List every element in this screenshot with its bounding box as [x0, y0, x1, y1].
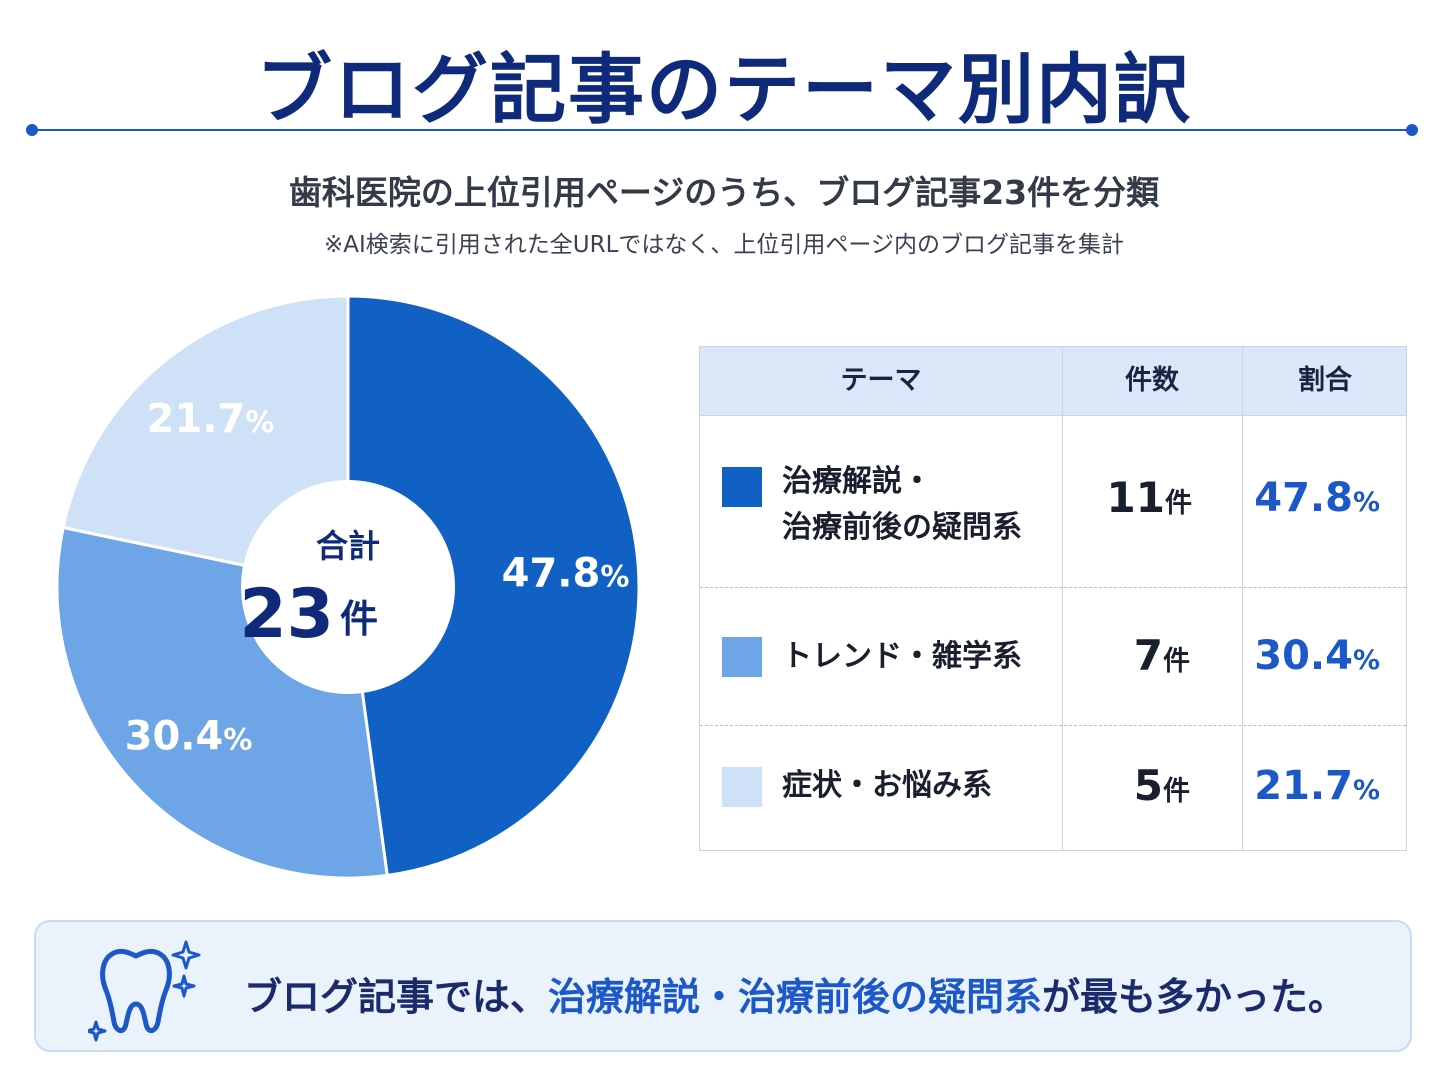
row-divider [700, 587, 1406, 588]
page-title: ブログ記事のテーマ別内訳 [256, 45, 1192, 134]
row-divider [700, 725, 1406, 726]
summary-highlight: 治療解説・治療前後の疑問系 [548, 975, 1043, 1019]
center-total-label: 合計 [316, 527, 380, 565]
row-theme-line: 症状・お悩み系 [782, 768, 992, 803]
table-header-row: テーマ 件数 割合 [700, 347, 1406, 416]
row-count-unit: 件 [1165, 488, 1192, 519]
legend-swatch [722, 467, 762, 507]
column-divider [1062, 347, 1063, 850]
legend-swatch [722, 767, 762, 807]
table-row: 治療解説・ 治療前後の疑問系 11件 47.8% [700, 415, 1406, 587]
title-divider [32, 129, 1412, 131]
subtitle: 歯科医院の上位引用ページのうち、ブログ記事23件を分類 [288, 173, 1160, 212]
summary-pre: ブログ記事では、 [244, 975, 549, 1019]
row-theme: 治療解説・ 治療前後の疑問系 [782, 459, 1022, 551]
header-count: 件数 [1125, 365, 1179, 396]
summary-post: が最も多かった。 [1042, 975, 1347, 1019]
row-count-unit: 件 [1163, 776, 1190, 807]
header-ratio: 割合 [1298, 365, 1352, 396]
donut-hole [241, 480, 455, 694]
row-ratio-unit: % [1352, 645, 1380, 676]
legend-swatch [722, 637, 762, 677]
donut-chart: 合計 23 件 47.8%30.4%21.7% [55, 294, 641, 880]
center-total-unit: 件 [340, 597, 378, 641]
row-ratio: 47.8% [1242, 475, 1380, 521]
row-theme: 症状・お悩み系 [782, 763, 992, 809]
table-row: トレンド・雑学系 7件 30.4% [700, 587, 1406, 725]
column-divider [1242, 347, 1243, 850]
summary-callout: ブログ記事では、治療解説・治療前後の疑問系が最も多かった。 [34, 920, 1412, 1052]
row-count-value: 11 [1106, 473, 1165, 522]
tooth-icon [88, 940, 201, 1042]
row-theme-line: 治療前後の疑問系 [782, 510, 1022, 545]
row-ratio-unit: % [1352, 775, 1380, 806]
row-count-value: 5 [1133, 761, 1163, 810]
row-ratio-unit: % [1352, 487, 1380, 518]
row-ratio-value: 47.8 [1254, 475, 1353, 521]
row-ratio: 21.7% [1242, 763, 1380, 809]
table-row: 症状・お悩み系 5件 21.7% [700, 725, 1406, 851]
summary-text: ブログ記事では、治療解説・治療前後の疑問系が最も多かった。 [244, 966, 1346, 1021]
row-ratio-value: 21.7 [1254, 763, 1353, 809]
pie-slice [346, 294, 641, 878]
rule-right-dot [1406, 124, 1418, 136]
row-count-value: 7 [1133, 631, 1163, 680]
row-ratio: 30.4% [1242, 633, 1380, 679]
row-count: 7件 [1062, 631, 1190, 680]
row-theme-line: トレンド・雑学系 [782, 639, 1022, 674]
header-theme: テーマ [840, 365, 922, 396]
row-count: 5件 [1062, 761, 1190, 810]
row-ratio-value: 30.4 [1254, 633, 1353, 679]
theme-table: テーマ 件数 割合 治療解説・ 治療前後の疑問系 11件 47.8% トレンド・… [699, 346, 1407, 851]
footnote: ※AI検索に引用された全URLではなく、上位引用ページ内のブログ記事を集計 [324, 232, 1124, 258]
row-count: 11件 [1062, 473, 1192, 522]
row-count-unit: 件 [1163, 646, 1190, 677]
row-theme: トレンド・雑学系 [782, 634, 1022, 680]
row-theme-line: 治療解説・ [782, 464, 932, 499]
center-total-value: 23 [239, 575, 334, 654]
